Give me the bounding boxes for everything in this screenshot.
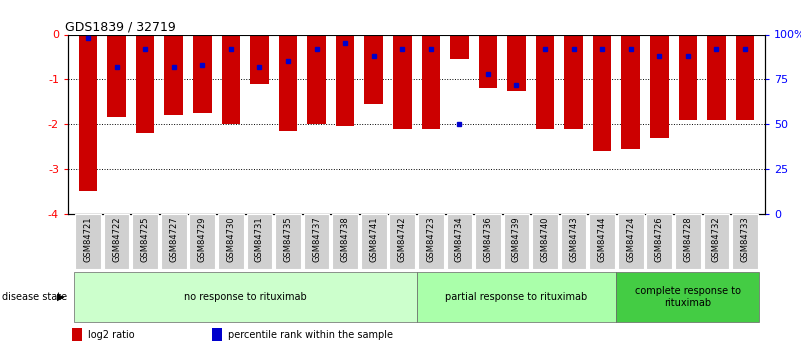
Text: no response to rituximab: no response to rituximab xyxy=(183,292,307,302)
Bar xyxy=(617,272,759,322)
Bar xyxy=(507,34,525,90)
Bar xyxy=(136,34,155,133)
Bar xyxy=(279,34,297,131)
Bar xyxy=(421,34,440,129)
Text: GSM84743: GSM84743 xyxy=(569,217,578,262)
Text: GDS1839 / 32719: GDS1839 / 32719 xyxy=(65,20,175,33)
Bar xyxy=(678,34,697,120)
Text: GSM84735: GSM84735 xyxy=(284,217,292,262)
Text: GSM84731: GSM84731 xyxy=(255,217,264,262)
Bar xyxy=(72,328,83,341)
Bar xyxy=(735,34,755,120)
Text: disease state: disease state xyxy=(2,292,66,302)
Text: GSM84740: GSM84740 xyxy=(541,217,549,262)
Bar xyxy=(707,34,726,120)
Bar xyxy=(247,214,272,269)
Text: ▶: ▶ xyxy=(57,292,64,302)
Text: GSM84729: GSM84729 xyxy=(198,217,207,262)
Bar xyxy=(389,214,415,269)
Bar xyxy=(565,34,583,129)
Text: GSM84727: GSM84727 xyxy=(169,217,179,262)
Text: GSM84742: GSM84742 xyxy=(398,217,407,262)
Bar xyxy=(218,214,244,269)
Bar xyxy=(417,272,617,322)
Bar xyxy=(590,214,615,269)
Bar xyxy=(212,328,223,341)
Bar xyxy=(650,34,669,138)
Bar xyxy=(78,34,98,191)
Bar xyxy=(561,214,586,269)
Bar xyxy=(190,214,215,269)
Bar xyxy=(250,34,268,84)
Text: GSM84726: GSM84726 xyxy=(654,217,664,262)
Text: GSM84736: GSM84736 xyxy=(484,217,493,263)
Bar xyxy=(504,214,529,269)
Bar xyxy=(360,214,387,269)
Bar xyxy=(74,272,417,322)
Bar xyxy=(164,34,183,115)
Text: GSM84725: GSM84725 xyxy=(141,217,150,262)
Bar xyxy=(646,214,672,269)
Text: GSM84738: GSM84738 xyxy=(340,217,349,263)
Text: GSM84728: GSM84728 xyxy=(683,217,692,262)
Text: GSM84737: GSM84737 xyxy=(312,217,321,263)
Bar xyxy=(132,214,158,269)
Text: GSM84724: GSM84724 xyxy=(626,217,635,262)
Bar xyxy=(276,214,301,269)
Bar xyxy=(675,214,701,269)
Text: GSM84733: GSM84733 xyxy=(740,217,750,263)
Bar xyxy=(161,214,187,269)
Bar xyxy=(107,34,126,117)
Text: GSM84744: GSM84744 xyxy=(598,217,606,262)
Bar xyxy=(475,214,501,269)
Bar xyxy=(622,34,640,149)
Text: GSM84741: GSM84741 xyxy=(369,217,378,262)
Bar xyxy=(193,34,211,113)
Text: complete response to
rituximab: complete response to rituximab xyxy=(635,286,741,307)
Bar xyxy=(304,214,329,269)
Bar xyxy=(618,214,643,269)
Text: percentile rank within the sample: percentile rank within the sample xyxy=(228,330,393,339)
Text: GSM84732: GSM84732 xyxy=(712,217,721,262)
Bar xyxy=(479,34,497,88)
Bar xyxy=(446,214,473,269)
Text: log2 ratio: log2 ratio xyxy=(88,330,135,339)
Text: GSM84722: GSM84722 xyxy=(112,217,121,262)
Text: GSM84739: GSM84739 xyxy=(512,217,521,262)
Text: GSM84721: GSM84721 xyxy=(83,217,93,262)
Bar xyxy=(308,34,326,124)
Bar xyxy=(104,214,130,269)
Bar xyxy=(450,34,469,59)
Bar xyxy=(703,214,729,269)
Bar xyxy=(532,214,557,269)
Bar xyxy=(732,214,758,269)
Bar xyxy=(418,214,444,269)
Bar xyxy=(222,34,240,124)
Text: GSM84723: GSM84723 xyxy=(426,217,435,262)
Bar xyxy=(536,34,554,129)
Bar xyxy=(593,34,611,151)
Bar xyxy=(393,34,412,129)
Text: GSM84730: GSM84730 xyxy=(227,217,235,262)
Bar xyxy=(336,34,354,126)
Text: GSM84734: GSM84734 xyxy=(455,217,464,262)
Bar xyxy=(75,214,101,269)
Bar xyxy=(332,214,358,269)
Text: partial response to rituximab: partial response to rituximab xyxy=(445,292,588,302)
Bar xyxy=(364,34,383,104)
